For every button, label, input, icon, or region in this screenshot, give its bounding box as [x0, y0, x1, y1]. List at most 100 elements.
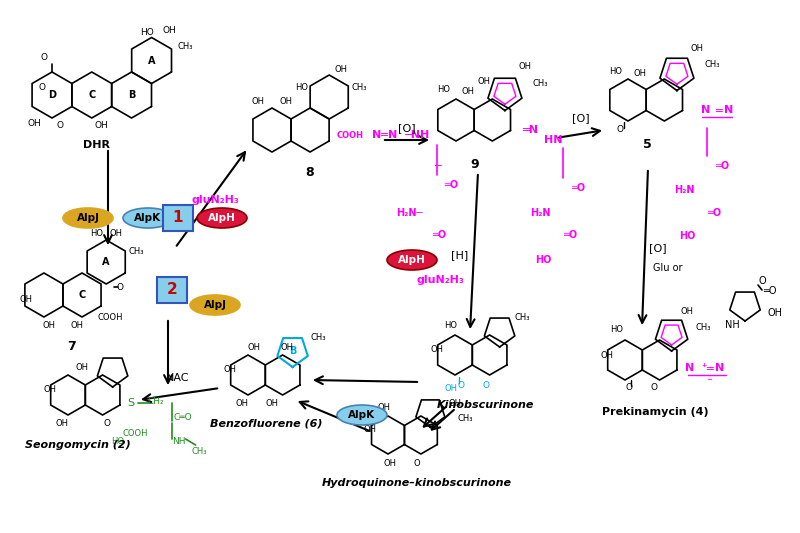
Text: HO: HO — [535, 255, 551, 265]
Text: HO: HO — [111, 437, 124, 446]
Text: OH: OH — [445, 384, 458, 393]
Text: O: O — [626, 384, 633, 392]
Text: C═O: C═O — [174, 413, 192, 422]
Text: ═O: ═O — [707, 208, 722, 218]
Text: HO: HO — [679, 231, 695, 241]
Text: ═: ═ — [706, 363, 713, 373]
Text: OH: OH — [681, 308, 694, 317]
Text: OH: OH — [363, 425, 377, 434]
Text: OH: OH — [378, 402, 390, 411]
Text: S: S — [127, 398, 134, 408]
Text: AlpJ: AlpJ — [77, 213, 99, 223]
Text: OH: OH — [19, 295, 33, 304]
Text: OH: OH — [235, 399, 249, 408]
Text: 8: 8 — [306, 166, 314, 179]
Text: OH: OH — [462, 87, 474, 96]
Text: OH: OH — [280, 343, 293, 351]
Text: ═O: ═O — [444, 180, 458, 190]
Text: CH₂: CH₂ — [147, 397, 164, 406]
Text: COOH: COOH — [123, 429, 148, 438]
Text: OH: OH — [27, 118, 41, 127]
Text: N: N — [724, 105, 733, 115]
Text: ─: ─ — [434, 160, 441, 170]
Text: O: O — [103, 418, 110, 427]
Text: Seongomycin (2): Seongomycin (2) — [25, 440, 131, 450]
Text: OH: OH — [767, 308, 782, 318]
Text: CH₃: CH₃ — [351, 83, 367, 92]
Text: OH: OH — [266, 399, 278, 408]
Text: gluN₂H₃: gluN₂H₃ — [416, 275, 464, 285]
Text: OH: OH — [518, 62, 531, 71]
Text: CH₃: CH₃ — [192, 447, 207, 456]
Text: H₂N: H₂N — [674, 185, 694, 195]
Text: OH: OH — [634, 69, 646, 78]
Text: AlpK: AlpK — [134, 213, 162, 223]
Text: OH: OH — [247, 343, 261, 351]
Text: OH: OH — [70, 320, 83, 329]
Text: O: O — [458, 381, 465, 390]
Text: O: O — [117, 282, 123, 292]
Text: N═N: N═N — [373, 130, 398, 140]
Text: COOH: COOH — [337, 131, 363, 140]
Ellipse shape — [190, 295, 240, 315]
Text: OH: OH — [251, 98, 265, 107]
Text: ⁻: ⁻ — [706, 377, 713, 387]
Text: OH: OH — [478, 77, 491, 86]
Text: ⁺: ⁺ — [701, 363, 706, 373]
Text: OH: OH — [449, 399, 462, 408]
Text: gluN₂H₃: gluN₂H₃ — [191, 195, 239, 205]
Text: [O]: [O] — [398, 123, 416, 133]
Text: H₂N: H₂N — [530, 208, 550, 218]
Text: OH: OH — [95, 120, 109, 130]
Text: OH: OH — [43, 385, 57, 394]
Text: NH: NH — [172, 437, 186, 446]
Text: Prekinamycin (4): Prekinamycin (4) — [602, 407, 708, 417]
Text: ─NH: ─NH — [405, 130, 430, 140]
Text: Kinobscurinone: Kinobscurinone — [436, 400, 534, 410]
Text: 5: 5 — [642, 139, 651, 151]
Ellipse shape — [123, 208, 173, 228]
FancyBboxPatch shape — [157, 277, 187, 303]
FancyBboxPatch shape — [163, 205, 193, 231]
Text: ═O: ═O — [715, 161, 730, 171]
Text: HO: HO — [403, 255, 419, 265]
Text: HO: HO — [445, 320, 458, 329]
Text: NAC: NAC — [166, 373, 190, 383]
Text: ═O: ═O — [571, 183, 586, 193]
Text: CH₃: CH₃ — [129, 247, 144, 256]
Text: ═O: ═O — [763, 286, 777, 296]
Text: CH₃: CH₃ — [705, 60, 720, 69]
Text: OH: OH — [383, 458, 397, 467]
Text: AlpK: AlpK — [349, 410, 375, 420]
Text: Benzofluorene (6): Benzofluorene (6) — [210, 418, 322, 428]
Text: OH: OH — [223, 366, 237, 375]
Ellipse shape — [387, 250, 437, 270]
Text: O: O — [38, 83, 46, 92]
Text: HO: HO — [610, 326, 623, 335]
Text: N: N — [685, 363, 694, 373]
Text: A: A — [148, 55, 155, 66]
Text: HO: HO — [90, 230, 102, 238]
Text: COOH: COOH — [98, 312, 122, 321]
Text: OH: OH — [110, 230, 122, 238]
Text: CH₃: CH₃ — [178, 42, 194, 51]
Text: 2: 2 — [166, 282, 178, 297]
Text: [H]: [H] — [451, 250, 469, 260]
Text: CH₃: CH₃ — [458, 414, 473, 423]
Text: ═N: ═N — [522, 125, 538, 135]
Text: DHR: DHR — [83, 140, 110, 150]
Text: HO: HO — [438, 85, 450, 94]
Text: N: N — [715, 363, 724, 373]
Text: ═: ═ — [715, 105, 722, 115]
Text: OH: OH — [75, 362, 89, 372]
Text: OH: OH — [42, 320, 55, 329]
Text: O: O — [57, 120, 63, 130]
Text: D: D — [48, 90, 56, 100]
Text: AlpH: AlpH — [398, 255, 426, 265]
Text: 9: 9 — [470, 158, 479, 172]
Text: O: O — [758, 276, 766, 286]
Text: O: O — [414, 458, 420, 467]
Text: ═O: ═O — [563, 230, 578, 240]
Text: OH: OH — [334, 64, 348, 74]
Text: B: B — [128, 90, 135, 100]
